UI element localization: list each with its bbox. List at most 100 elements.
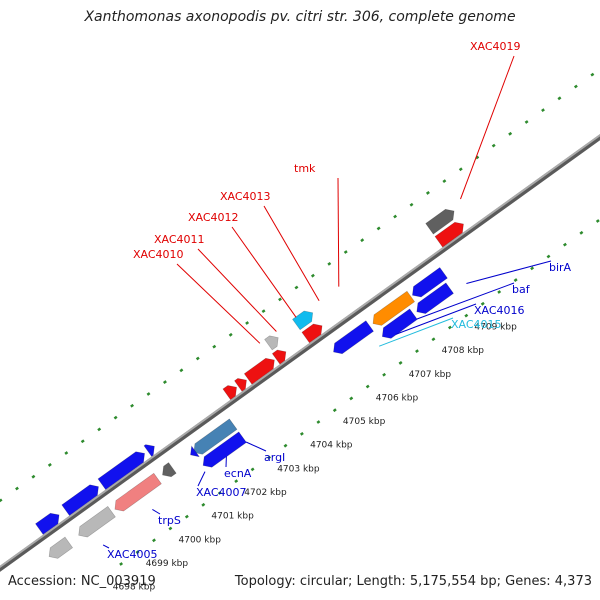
grid-dot [299,431,304,436]
scale-tick-label: 4701 kbp [211,512,254,522]
grid-dot [228,332,233,337]
label-leader-line [245,441,267,452]
gene-label-forward: XAC4013 [220,190,271,203]
gene-features [35,208,464,559]
gene-arrow [301,323,323,344]
gene-label-reverse: XAC4005 [107,548,158,561]
grid-dot [212,344,217,349]
label-leader-line [197,471,206,487]
grid-dot [146,392,151,396]
grid-dot [310,273,315,278]
grid-dot [360,238,365,243]
gene-label-forward: XAC4011 [154,233,205,246]
label-leader-line [176,263,261,344]
gene-label-reverse: birA [549,261,572,274]
grid-dot [431,337,436,342]
gene-label-forward: XAC4019 [470,40,521,53]
gene-arrow [114,472,162,512]
scale-tick-label: 4698 kbp [113,583,156,593]
grid-dot [376,226,381,231]
grid-dot [524,120,529,124]
scale-tick-label: 4708 kbp [442,346,485,356]
label-leader-line [379,317,454,347]
gene-arrow [97,451,145,490]
scale-tick-label: 4699 kbp [146,559,189,569]
grid-dot [80,439,85,444]
label-leader-line [197,248,277,332]
grid-dot [234,479,239,484]
grid-dot [152,538,156,543]
grid-dot [579,230,584,235]
grid-dot [113,415,118,420]
label-leader-line [152,508,161,515]
gene-arrow [292,310,314,331]
gene-labels: XAC4019 tmk XAC4013 XAC4012 XAC4011 XAC4010 bi… [102,40,572,561]
scale-tick-label: 4707 kbp [409,370,452,380]
grid-dot [464,313,469,318]
grid-dot [195,356,200,361]
label-leader-line [460,55,515,200]
grid-dot [135,550,140,555]
grid-dot [425,190,430,195]
label-leader-line [416,282,515,320]
grid-dot [217,491,222,495]
grid-dot [557,96,562,101]
grid-dot [294,285,299,290]
gene-arrow [143,444,155,457]
gene-arrow [243,357,275,385]
grid-dot [508,131,513,136]
grid-dot [590,72,595,77]
label-leader-line [263,205,320,302]
scale-tick-label: 4702 kbp [244,488,287,498]
gene-arrow [264,335,279,351]
grid-dot [595,219,600,223]
label-leader-line [395,303,477,335]
grid-dot [562,242,567,247]
gene-arrow [372,290,416,326]
gene-arrow [381,308,418,339]
gene-label-reverse: ecnA [224,467,252,480]
grid-dot [573,84,578,89]
scale-tick-label: 4705 kbp [343,417,386,427]
gene-label-forward: XAC4012 [188,211,239,224]
gene-label-forward: XAC4010 [133,248,184,261]
label-leader-line [231,226,297,318]
grid-dot [343,250,348,254]
gene-arrow [61,484,99,516]
gene-arrow [234,378,247,392]
gene-label-reverse: XAC4015 [451,318,502,331]
gene-label-reverse: baf [512,283,531,296]
grid-dot [382,372,387,377]
grid-dot [261,309,266,314]
grid-dot [447,325,452,330]
grid-dot [184,514,189,519]
grid-dot [119,562,124,566]
gene-arrow [425,208,455,235]
scale-tick-label: 4706 kbp [376,393,419,403]
grid-dot [64,451,69,455]
grid-dot [130,403,135,408]
gene-label-forward: tmk [294,162,316,175]
grid-dot [15,486,19,491]
grid-dot [497,290,502,294]
gene-label-reverse: argI [264,451,285,464]
label-leader-line [337,177,340,287]
grid-dot [442,179,447,183]
gene-arrow [222,385,237,401]
grid-dot [332,408,337,413]
grid-dot [513,278,518,283]
gene-arrow [162,462,177,478]
gene-label-reverse: XAC4016 [474,304,525,317]
grid-dot [480,301,485,306]
gene-arrow [78,505,116,538]
scale-tick-label: 4700 kbp [179,535,222,545]
gene-arrow [412,267,448,298]
grid-dot [491,143,496,148]
grid-dot [530,266,535,271]
grid-dots [0,72,600,566]
grid-dot [97,427,102,432]
grid-dot [365,384,370,389]
genome-summary-text: Topology: circular; Length: 5,175,554 bp… [234,574,592,589]
gene-arrow [333,320,374,355]
